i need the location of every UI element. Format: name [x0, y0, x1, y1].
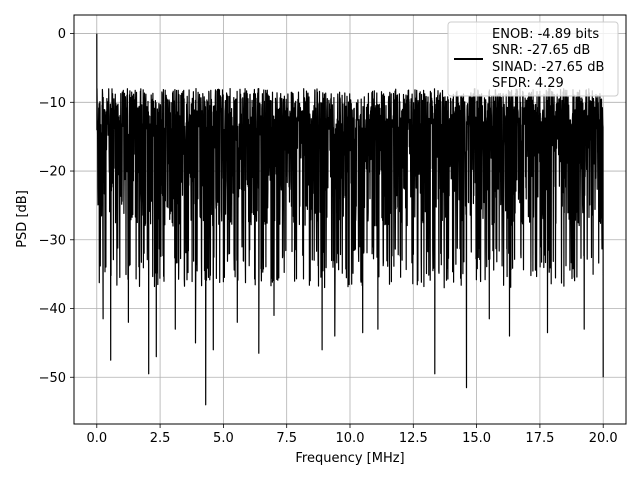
legend: ENOB: -4.89 bits SNR: -27.65 dB SINAD: -…	[447, 21, 619, 97]
y-ticks: 0 −10 −20 −30 −40 −50	[39, 27, 74, 386]
legend-sinad: SINAD: -27.65 dB	[492, 60, 604, 75]
y-axis-label: PSD [dB]	[15, 190, 30, 248]
legend-box	[447, 21, 619, 97]
legend-sfdr: SFDR: 4.29	[492, 76, 564, 91]
legend-snr: SNR: -27.65 dB	[492, 43, 590, 58]
psd-series-line	[96, 33, 604, 406]
y-tick-label: −20	[39, 165, 66, 180]
y-tick-label: −30	[39, 233, 66, 248]
x-tick-label: 10.0	[336, 431, 365, 446]
data-area	[96, 33, 604, 406]
x-tick-label: 12.5	[399, 431, 428, 446]
legend-enob: ENOB: -4.89 bits	[492, 27, 599, 42]
y-tick-label: 0	[58, 27, 66, 42]
y-tick-label: −50	[39, 371, 66, 386]
y-tick-label: −10	[39, 96, 66, 111]
x-tick-label: 2.5	[150, 431, 171, 446]
y-tick-label: −40	[39, 302, 66, 317]
x-ticks: 0.0 2.5 5.0 7.5 10.0 12.5 15.0 17.5 20.0	[86, 424, 618, 446]
x-tick-label: 15.0	[462, 431, 491, 446]
x-tick-label: 17.5	[525, 431, 554, 446]
x-tick-label: 7.5	[276, 431, 297, 446]
x-tick-label: 0.0	[86, 431, 107, 446]
x-axis-label: Frequency [MHz]	[295, 451, 404, 466]
x-tick-label: 20.0	[589, 431, 618, 446]
x-tick-label: 5.0	[213, 431, 234, 446]
